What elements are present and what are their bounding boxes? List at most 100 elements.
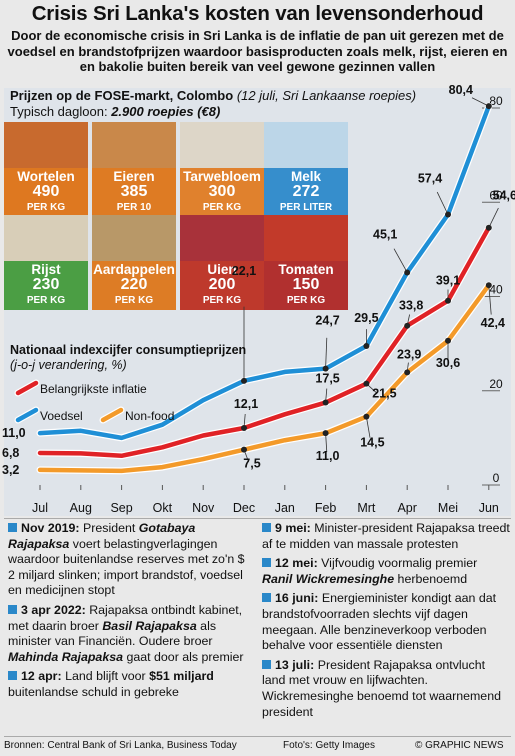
x-axis-label: Jan xyxy=(275,501,295,515)
annotation-leader xyxy=(325,433,328,453)
data-label: 80,4 xyxy=(449,83,473,97)
price-tile-name: Eieren xyxy=(113,169,155,184)
price-tile: Wortelen 490 PER KG xyxy=(4,122,88,217)
price-tile-band xyxy=(264,168,348,217)
event-text: Vijfvoudig voormalig premier xyxy=(317,556,478,571)
legend-swatch xyxy=(100,407,124,423)
data-label: 3,2 xyxy=(2,463,19,477)
timeline-event: 13 juli: President Rajapaksa ontvlucht l… xyxy=(262,658,510,720)
price-tile-unit: PER KG xyxy=(26,202,66,213)
timeline-event: 9 mei: Minister-president Rajapaksa tree… xyxy=(262,521,510,552)
event-text: President xyxy=(79,521,139,535)
annotation-marker xyxy=(445,211,451,218)
data-label: 29,5 xyxy=(354,311,378,325)
price-tile-price: 150 xyxy=(292,276,320,293)
event-date: 12 mei: xyxy=(275,556,318,571)
price-tile: Tomaten 150 PER KG xyxy=(264,215,348,310)
price-tile-band xyxy=(4,168,88,217)
price-tile-price: 272 xyxy=(292,183,320,200)
event-date: Nov 2019: xyxy=(21,521,80,535)
event-date: 13 juli: xyxy=(275,657,315,672)
price-tile-unit: PER KG xyxy=(286,295,326,306)
divider xyxy=(4,518,511,519)
annotation-marker xyxy=(445,337,451,344)
data-label: 42,4 xyxy=(481,316,505,330)
timeline-event: 16 juni: Energieminister kondigt aan dat… xyxy=(262,591,510,653)
x-axis-label: Nov xyxy=(192,501,215,515)
timeline-event: 12 mei: Vijfvoudig voormalig premier Ran… xyxy=(262,556,510,587)
annotation-marker xyxy=(404,369,411,376)
price-tile-unit: PER 10 xyxy=(116,202,152,213)
data-label: 11,0 xyxy=(2,426,26,440)
event-date: 9 mei: xyxy=(275,521,311,535)
data-label: 57,4 xyxy=(418,172,442,186)
event-text: herbenoemd xyxy=(394,571,468,586)
price-tile-name: Wortelen xyxy=(17,169,75,184)
x-axis-label: Sep xyxy=(110,501,132,515)
event-text: $51 miljard xyxy=(149,669,214,684)
annotation-leader xyxy=(325,337,328,369)
annotation-marker xyxy=(363,380,370,387)
legend-swatch xyxy=(15,407,39,423)
legend-label-non-food: Non-food xyxy=(125,409,175,423)
timeline-event: 3 apr 2022: Rajapaksa ontbindt kabinet, … xyxy=(8,603,253,665)
footer-photo-credit: Foto's: Getty Images xyxy=(283,740,375,751)
price-tile-unit: PER LITER xyxy=(279,202,333,213)
price-tile-band xyxy=(180,261,264,310)
daily-wage-label: Typisch dagloon: xyxy=(10,104,108,119)
price-tile-name: Rijst xyxy=(31,262,61,277)
x-axis-label: Dec xyxy=(233,501,255,515)
market-heading-title: Prijzen op de FOSE-markt, Colombo xyxy=(10,88,234,103)
data-label: 30,6 xyxy=(436,356,460,370)
annotation-marker xyxy=(322,399,329,406)
market-heading-note: (12 juli, Sri Lankaanse roepies) xyxy=(236,88,417,103)
price-tile-band xyxy=(180,168,264,217)
data-label: 54,6 xyxy=(493,189,515,203)
price-tile-price: 490 xyxy=(32,183,60,200)
bullet-square-icon xyxy=(8,671,17,681)
price-tile-name: Aardappelen xyxy=(93,262,175,277)
data-label: 17,5 xyxy=(315,372,339,386)
bullet-square-icon xyxy=(8,523,17,532)
footer-copyright: © GRAPHIC NEWS xyxy=(415,740,504,751)
x-axis-label: Mrt xyxy=(357,501,376,515)
event-text: als minister van Financiën. Oudere broer xyxy=(8,618,217,649)
bullet-square-icon xyxy=(262,659,271,669)
annotation-leader xyxy=(393,248,408,273)
market-heading: Prijzen op de FOSE-markt, Colombo (12 ju… xyxy=(10,88,416,103)
event-text: Rajapaksa ontbindt kabinet, met daarin b… xyxy=(8,602,243,633)
data-label: 11,0 xyxy=(316,449,340,463)
price-tile: Tarwebloem 300 PER KG xyxy=(180,122,264,217)
event-text: Gotabaya Rajapaksa xyxy=(8,521,196,551)
annotation-leader xyxy=(488,207,499,228)
footer-sources: Bronnen: Central Bank of Sri Lanka, Busi… xyxy=(4,740,237,751)
price-tile-name: Tomaten xyxy=(278,262,334,277)
price-tile-band xyxy=(92,261,176,310)
data-label: 33,8 xyxy=(399,299,423,313)
data-label: 39,1 xyxy=(436,274,460,288)
price-tile-band xyxy=(264,261,348,310)
price-tile-price: 385 xyxy=(120,183,148,200)
data-label: 7,5 xyxy=(243,457,260,471)
price-tile-band xyxy=(4,261,88,310)
annotation-marker xyxy=(241,377,247,384)
event-text: Energieminister kondigt aan dat brandsto… xyxy=(262,591,497,653)
price-tile-unit: PER KG xyxy=(114,295,154,306)
event-text: Land blijft voor xyxy=(61,669,150,684)
series-line-2 xyxy=(37,282,492,474)
timeline-left: Nov 2019: President Gotabaya Rajapaksa v… xyxy=(8,521,253,705)
annotation-marker xyxy=(322,365,329,372)
event-date: 12 apr: xyxy=(21,669,62,684)
annotation-marker xyxy=(404,322,411,329)
price-tile-unit: PER KG xyxy=(26,295,66,306)
x-axis-label: Jul xyxy=(32,501,48,515)
data-label: 12,1 xyxy=(234,397,258,411)
timeline-event: 12 apr: Land blijft voor $51 miljard bui… xyxy=(8,669,253,700)
x-axis-label: Feb xyxy=(315,501,337,515)
price-tile: Aardappelen 220 PER KG xyxy=(92,215,176,310)
event-text: Minister-president Rajapaksa treedt af t… xyxy=(262,521,510,551)
y-axis-label: 60 xyxy=(489,188,503,202)
event-text: gaat door als premier xyxy=(123,649,244,664)
bullet-square-icon xyxy=(262,558,271,568)
price-tile: Melk 272 PER LITER xyxy=(264,122,348,217)
